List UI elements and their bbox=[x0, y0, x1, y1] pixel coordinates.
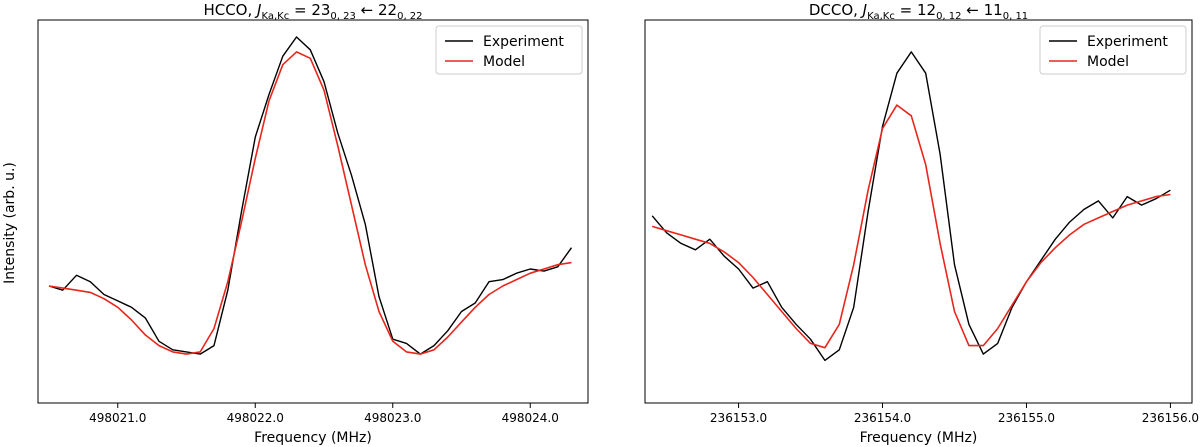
title-j-subscript: Ka,Kc bbox=[261, 11, 289, 22]
y-axis-label: Intensity (arb. u.) bbox=[2, 162, 18, 284]
chart-panel-1: HCCO, JKa,Kc = 230, 23 ← 220, 22 498021.0… bbox=[37, 1, 589, 446]
x-tick-label: 236156.0 bbox=[1142, 411, 1199, 425]
x-axis-label: Frequency (MHz) bbox=[254, 430, 372, 446]
title-upper-subscript: 0, 23 bbox=[330, 11, 355, 22]
title-j-subscript: Ka,Kc bbox=[867, 11, 895, 22]
x-tick-label: 236154.0 bbox=[854, 411, 911, 425]
x-axis-label: Frequency (MHz) bbox=[860, 430, 978, 446]
chart-title: HCCO, JKa,Kc = 230, 23 ← 220, 22 bbox=[203, 1, 422, 22]
title-upper-level: = 12 bbox=[895, 1, 936, 19]
legend-label-model: Model bbox=[1087, 54, 1129, 70]
title-prefix: HCCO, bbox=[203, 1, 257, 19]
chart-panel-2: DCCO, JKa,Kc = 120, 12 ← 110, 11 236153.0… bbox=[644, 1, 1199, 446]
x-tick-label: 498023.0 bbox=[364, 411, 421, 425]
x-tick-label: 498022.0 bbox=[227, 411, 284, 425]
series-line-experiment bbox=[651, 51, 1171, 362]
x-tick-label: 498021.0 bbox=[89, 411, 146, 425]
x-tick-label: 236155.0 bbox=[998, 411, 1055, 425]
legend-box bbox=[435, 25, 583, 75]
series-line-model bbox=[48, 51, 572, 355]
title-upper-subscript: 0, 12 bbox=[936, 11, 961, 22]
title-upper-level: = 23 bbox=[289, 1, 330, 19]
title-j: J bbox=[860, 1, 867, 19]
legend-label-experiment: Experiment bbox=[1087, 34, 1168, 50]
title-j: J bbox=[254, 1, 261, 19]
x-tick-label: 236153.0 bbox=[710, 411, 767, 425]
x-tick-label: 498024.0 bbox=[502, 411, 559, 425]
legend-label-experiment: Experiment bbox=[483, 34, 564, 50]
series-line-experiment bbox=[48, 36, 573, 355]
series-line-model bbox=[651, 104, 1171, 349]
title-prefix: DCCO, bbox=[809, 1, 863, 19]
title-lower-subscript: 0, 22 bbox=[397, 11, 422, 22]
legend-label-model: Model bbox=[483, 54, 525, 70]
title-lower-subscript: 0, 11 bbox=[1003, 11, 1028, 22]
legend-box bbox=[1039, 25, 1187, 75]
plot-frame bbox=[37, 19, 589, 404]
legend: Experiment Model bbox=[435, 25, 583, 75]
plot-frame bbox=[644, 19, 1193, 404]
legend: Experiment Model bbox=[1039, 25, 1187, 75]
title-lower-level: ← 11 bbox=[962, 1, 1003, 19]
title-lower-level: ← 22 bbox=[356, 1, 397, 19]
chart-title: DCCO, JKa,Kc = 120, 12 ← 110, 11 bbox=[809, 1, 1028, 22]
